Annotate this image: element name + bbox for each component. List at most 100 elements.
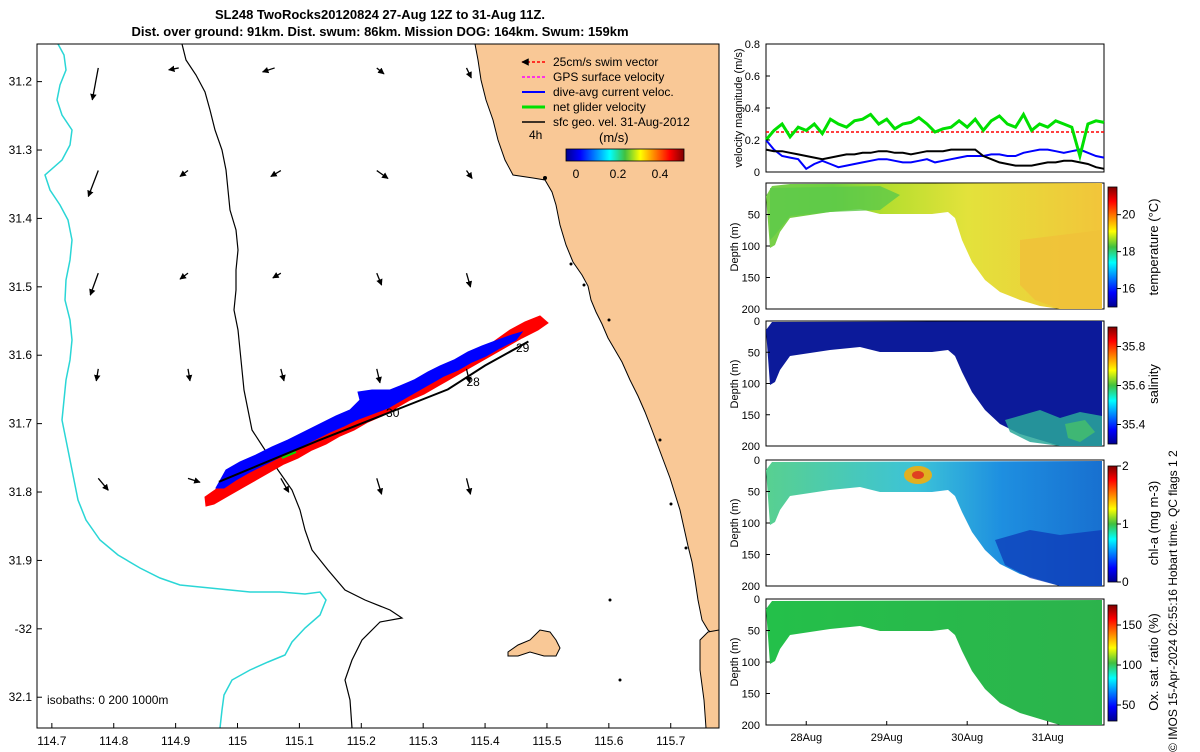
sfc-vector-arrow: [185, 368, 193, 382]
salinity-ylabel: Depth (m): [729, 360, 741, 409]
velocity-y-axis: 0 0.2 0.4 0.6 0.8: [745, 39, 770, 179]
chla-cbar-label: chl-a (mg m-3): [1146, 481, 1161, 566]
map-xtick-label: 114.7: [37, 734, 66, 748]
time-xtick-label: 31Aug: [1032, 732, 1064, 744]
day-label: 29: [516, 341, 530, 355]
oxygen-cbar-label: Ox. sat. ratio (%): [1146, 613, 1161, 711]
sfc-vector-arrow: [187, 477, 201, 484]
temperature-deep-yellow: [1020, 230, 1102, 309]
oxygen-ytick-label: 200: [742, 720, 760, 732]
sfc-vector-arrow: [89, 272, 99, 296]
sfc-vector-arrow: [465, 170, 473, 180]
sfc-vector-arrow: [465, 478, 473, 495]
sfc-vector-arrow: [168, 65, 179, 72]
velocity-series-net: [764, 111, 1105, 162]
chla-cbar-tick-label: 1: [1122, 517, 1129, 531]
oxygen-y-axis: 0 50 100 150 200: [742, 594, 770, 732]
map-ytick-label: 31.3: [9, 143, 33, 157]
oxygen-colorbar-ticks: 50 100 150: [1117, 618, 1142, 712]
velocity-panel: 0 0.2 0.4 0.6 0.8 velocity magnitude (m/s): [733, 39, 1105, 179]
legend-current: dive-avg current veloc.: [553, 85, 674, 99]
sfc-vector-arrow: [87, 170, 99, 198]
legend-gps: GPS surface velocity: [553, 70, 664, 84]
map-xtick-label: 115.7: [656, 734, 685, 748]
velocity-ytick-label: 0.4: [745, 103, 760, 115]
map-ytick-label: 31.7: [9, 417, 33, 431]
oxygen-field: [766, 600, 1102, 725]
temperature-colorbar: [1107, 186, 1118, 308]
map-xtick-label: 115.2: [347, 734, 376, 748]
salinity-field: [766, 321, 1102, 446]
sfc-vector-arrow: [376, 478, 384, 495]
chla-ytick-label: 0: [754, 455, 760, 467]
isobath-200m: [181, 44, 404, 728]
oxygen-ytick-label: 150: [742, 689, 760, 701]
oxygen-ylabel: Depth (m): [729, 638, 741, 687]
salinity-cbar-tick-label: 35.6: [1122, 379, 1146, 393]
sfc-vector-arrow: [90, 67, 99, 101]
salinity-colorbar-ticks: 35.4 35.6 35.8: [1117, 340, 1146, 432]
salinity-cbar-tick-label: 35.8: [1122, 340, 1146, 354]
island: [507, 629, 561, 657]
colorbar-unit: (m/s): [599, 130, 629, 145]
temperature-ylabel: Depth (m): [729, 223, 741, 272]
net-velocity-trail: [281, 451, 297, 459]
temperature-cbar-tick-label: 16: [1122, 282, 1136, 296]
title-line-1: SL248 TwoRocks20120824 27-Aug 12Z to 31-…: [215, 7, 545, 22]
velocity-lines: [764, 111, 1105, 171]
sfc-vector-arrow: [270, 169, 282, 178]
coastal-rocks: [543, 176, 688, 682]
salinity-ytick-label: 50: [748, 347, 760, 359]
sfc-vector-arrow: [465, 272, 473, 288]
chla-colorbar-ticks: 0 1 2: [1117, 459, 1129, 589]
sfc-vector-arrow: [261, 66, 275, 74]
map-colorbar: [565, 148, 685, 162]
salinity-y-axis: 0 50 100 150 200: [742, 316, 770, 453]
land-se: [699, 629, 719, 728]
sfc-vector-arrow: [179, 170, 189, 178]
temperature-panel: 50 100 150 200 Depth (m) 16 18 20 temperature…: [729, 182, 1161, 316]
map-y-axis: 31.2 31.3 31.4 31.5 31.6 31.7 31.8 31.9 -32 32.1: [9, 75, 42, 704]
sfc-vector-arrow: [376, 170, 389, 180]
sfc-vector-arrow: [376, 67, 385, 75]
map-ytick-label: 31.8: [9, 485, 33, 499]
legend-net: net glider velocity: [553, 100, 646, 114]
time-xtick-label: 30Aug: [951, 732, 983, 744]
chla-cbar-tick-label: 2: [1122, 459, 1129, 473]
temperature-ytick-label: 50: [748, 210, 760, 222]
temperature-ytick-label: 200: [742, 304, 760, 316]
sfc-vector-arrow: [465, 67, 472, 79]
figure-title: SL248 TwoRocks20120824 27-Aug 12Z to 31-…: [0, 6, 760, 40]
chla-hotspot-core: [912, 471, 924, 479]
oxygen-cbar-tick-label: 150: [1122, 618, 1142, 632]
chla-y-axis: 0 50 100 150 200: [742, 455, 770, 593]
velocity-ytick-label: 0.6: [745, 71, 760, 83]
sfc-vector-arrow: [279, 368, 286, 382]
title-line-2: Dist. over ground: 91km. Dist. swum: 86k…: [131, 24, 629, 39]
sfc-vector-arrow: [376, 272, 383, 286]
chla-ytick-label: 50: [748, 487, 760, 499]
chla-panel: 0 50 100 150 200 Depth (m) 0 1 2 chl-a (mg m-3…: [729, 455, 1161, 593]
map-x-axis: 114.7 114.8 114.9 115 115.1 115.2 115.3 115.4 11…: [37, 723, 686, 748]
chla-colorbar: [1107, 465, 1118, 583]
oxygen-ytick-label: 0: [754, 594, 760, 606]
map-xtick-label: 115.6: [594, 734, 623, 748]
colorbar-tick-1: 0.2: [610, 167, 627, 181]
salinity-ytick-label: 150: [742, 410, 760, 422]
legend-swim: 25cm/s swim vector: [553, 55, 658, 69]
velocity-series-current: [765, 139, 1105, 171]
glider-track: [218, 340, 529, 483]
sfc-vector-arrow: [94, 368, 101, 382]
sfc-vector-arrow: [179, 272, 189, 280]
map-xtick-label: 115: [228, 734, 247, 748]
temperature-cbar-tick-label: 20: [1122, 208, 1136, 222]
sfc-vector-arrow: [280, 478, 290, 493]
time-xtick-label: 29Aug: [871, 732, 903, 744]
temperature-cbar-label: temperature (°C): [1146, 199, 1161, 296]
oxygen-x-axis: 28Aug 29Aug 30Aug 31Aug: [790, 721, 1064, 744]
salinity-ytick-label: 100: [742, 379, 760, 391]
credit-note: © IMOS 15-Apr-2024 02:55:16 Hobart time.…: [1166, 450, 1180, 752]
map-ytick-label: 31.4: [9, 211, 33, 225]
colorbar-tick-0: 0: [573, 167, 580, 181]
